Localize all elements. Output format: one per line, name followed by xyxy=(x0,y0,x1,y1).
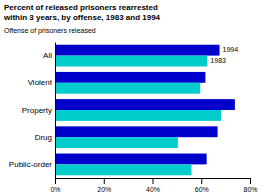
bar xyxy=(55,83,200,94)
bars xyxy=(55,45,235,176)
series-label: 1994 xyxy=(223,46,239,53)
x-tick-label: 40% xyxy=(146,186,160,193)
x-tick-label: 20% xyxy=(97,186,111,193)
bar xyxy=(55,137,178,148)
bar xyxy=(55,99,235,110)
x-tick-mark xyxy=(250,178,251,184)
y-tick-label: Public-order xyxy=(9,160,52,169)
series-label: 1983 xyxy=(210,57,226,64)
title: Percent of released prisoners rearrested… xyxy=(3,3,161,22)
x-axis: 0% 20% 40% 60% 80% xyxy=(50,178,257,193)
series-labels: 1994 1983 xyxy=(210,46,238,64)
x-tick-mark xyxy=(201,178,202,184)
x-tick-mark xyxy=(153,178,154,184)
x-tick: 0% xyxy=(50,178,60,193)
y-tick: Property xyxy=(22,106,55,115)
y-tick-label: All xyxy=(43,51,52,60)
bar xyxy=(55,154,207,165)
x-tick: 40% xyxy=(146,178,160,193)
x-tick-mark xyxy=(55,178,56,184)
x-tick-label: 80% xyxy=(243,186,257,193)
x-tick-mark xyxy=(104,178,105,184)
y-tick: Drug xyxy=(35,133,55,142)
chart: Percent of released prisoners rearrested… xyxy=(0,0,264,194)
y-tick-label: Property xyxy=(22,106,52,115)
y-tick-label: Violent xyxy=(28,78,53,87)
y-tick: All xyxy=(43,51,55,60)
y-tick: Violent xyxy=(28,78,55,87)
subtitle: Offense of prisoners released xyxy=(4,27,96,35)
bar xyxy=(55,110,221,121)
y-tick: Public-order xyxy=(9,160,55,169)
x-tick: 60% xyxy=(195,178,209,193)
x-tick-label: 0% xyxy=(50,186,60,193)
bar xyxy=(55,126,218,137)
y-tick-label: Drug xyxy=(35,133,52,142)
bar xyxy=(55,72,205,83)
x-tick: 80% xyxy=(243,178,257,193)
bar xyxy=(55,45,220,56)
bar xyxy=(55,164,192,175)
x-tick: 20% xyxy=(97,178,111,193)
bar xyxy=(55,56,207,67)
y-axis: All Violent Property Drug Public-order xyxy=(9,43,56,179)
plot: 0% 20% 40% 60% 80% All Violent Property Drug Publ… xyxy=(9,43,258,193)
x-axis-line xyxy=(56,179,251,185)
x-tick-label: 60% xyxy=(195,186,209,193)
y-axis-line xyxy=(55,43,56,179)
